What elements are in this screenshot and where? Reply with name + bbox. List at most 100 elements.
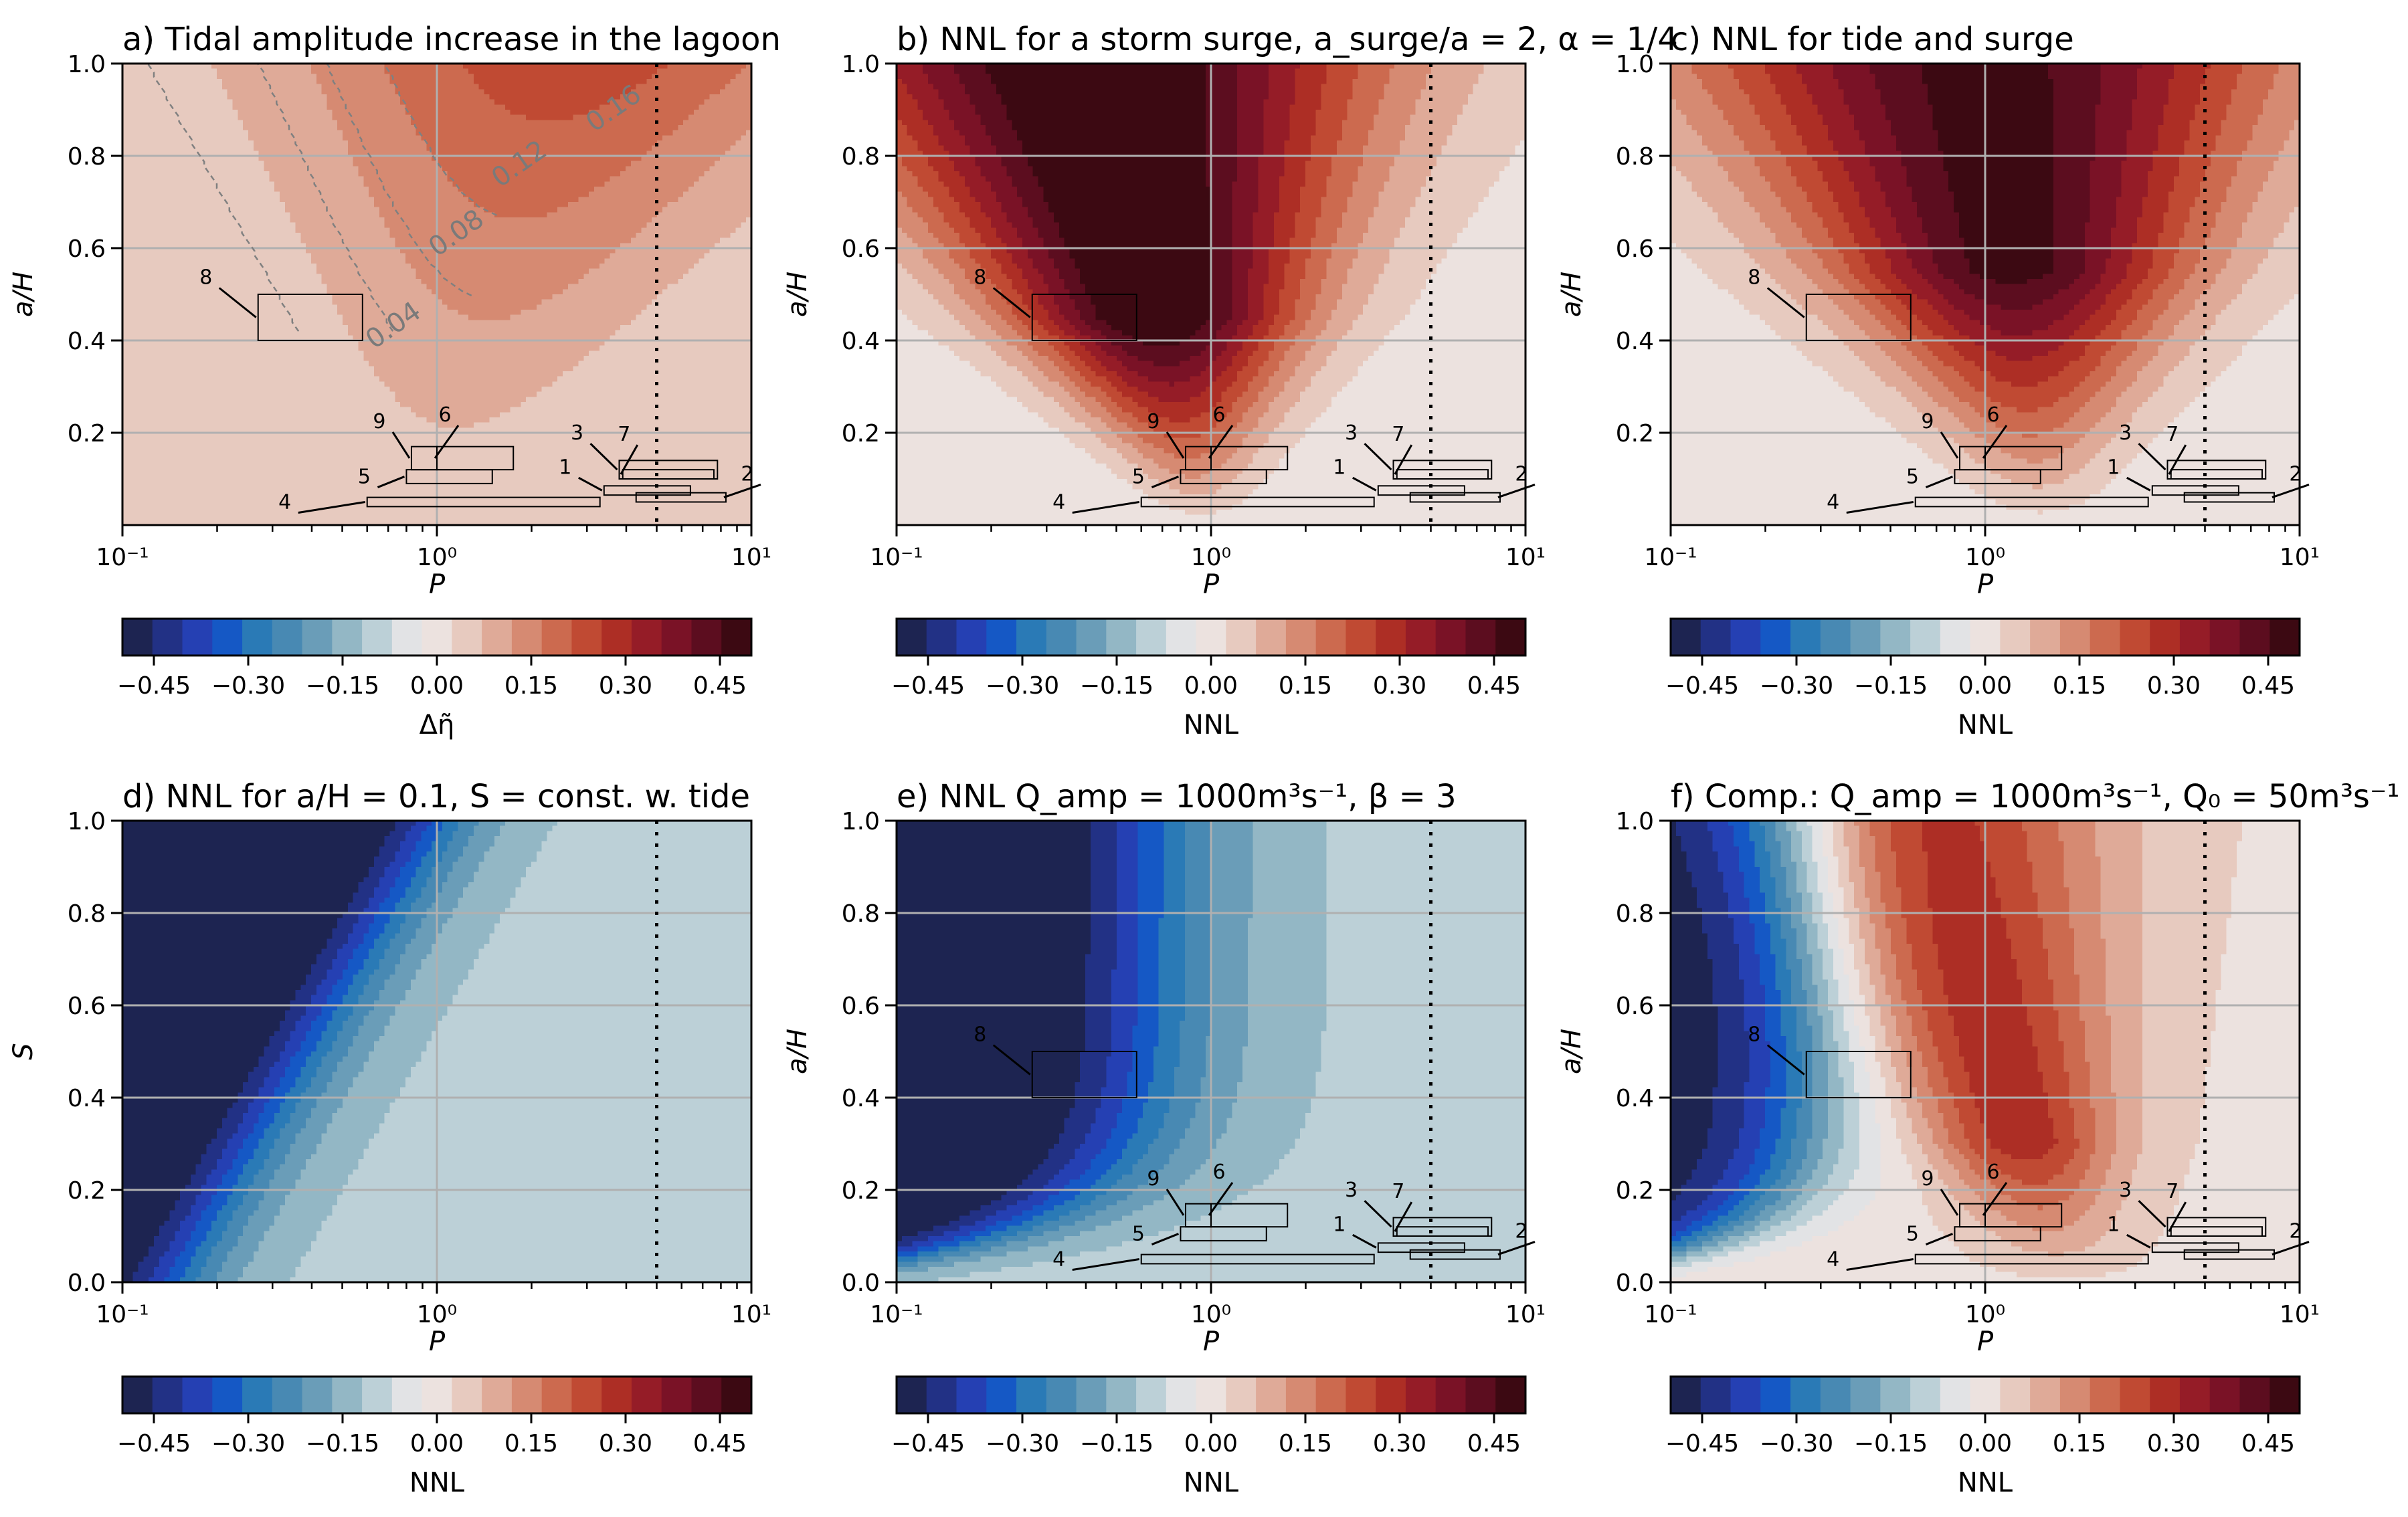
contour-cell: [185, 187, 191, 192]
contour-cell: [138, 135, 144, 140]
contour-cell: [196, 350, 201, 356]
contour-cell: [149, 146, 154, 151]
contour-cell: [175, 274, 180, 279]
contour-cell: [159, 448, 165, 453]
contour-cell: [201, 438, 207, 443]
contour-cell: [211, 264, 217, 269]
contour-cell: [206, 202, 211, 207]
contour-cell: [201, 494, 207, 500]
contour-cell: [143, 346, 149, 351]
contour-cell: [159, 274, 165, 279]
contour-cell: [185, 223, 191, 228]
contour-cell: [185, 89, 191, 94]
contour-cell: [128, 89, 133, 94]
contour-cell: [138, 140, 144, 146]
contour-cell: [133, 300, 138, 305]
contour-cell: [138, 484, 144, 490]
contour-cell: [201, 84, 207, 90]
contour-cell: [185, 387, 191, 392]
contour-cell: [196, 392, 201, 397]
contour-cell: [196, 258, 201, 264]
contour-cell: [165, 79, 170, 84]
contour-cell: [185, 304, 191, 310]
contour-cell: [165, 104, 170, 110]
contour-cell: [138, 397, 144, 402]
contour-cell: [133, 448, 138, 453]
contour-cell: [133, 79, 138, 84]
contour-cell: [206, 479, 211, 484]
contour-cell: [154, 120, 159, 125]
contour-cell: [175, 387, 180, 392]
contour-cell: [154, 438, 159, 443]
contour-cell: [170, 115, 175, 120]
contour-cell: [201, 371, 207, 377]
contour-cell: [196, 500, 201, 505]
contour-cell: [180, 171, 185, 177]
contour-cell: [191, 315, 196, 320]
contour-cell: [206, 494, 211, 500]
contour-cell: [128, 484, 133, 490]
contour-cell: [185, 469, 191, 474]
contour-cell: [138, 504, 144, 510]
contour-cell: [143, 320, 149, 325]
contour-cell: [206, 84, 211, 90]
contour-cell: [165, 279, 170, 284]
contour-cell: [175, 166, 180, 171]
contour-cell: [159, 371, 165, 377]
contour-cell: [201, 366, 207, 371]
contour-cell: [201, 94, 207, 100]
contour-cell: [196, 120, 201, 125]
contour-cell: [211, 387, 217, 392]
contour-cell: [138, 500, 144, 505]
contour-cell: [133, 74, 138, 79]
contour-cell: [170, 350, 175, 356]
contour-cell: [154, 217, 159, 223]
contour-cell: [154, 489, 159, 494]
contour-cell: [201, 325, 207, 330]
contour-cell: [149, 504, 154, 510]
contour-cell: [191, 304, 196, 310]
contour-cell: [175, 69, 180, 74]
contour-cell: [149, 407, 154, 413]
contour-cell: [165, 171, 170, 177]
contour-cell: [149, 274, 154, 279]
contour-cell: [206, 238, 211, 243]
contour-cell: [175, 325, 180, 330]
contour-cell: [206, 125, 211, 130]
contour-cell: [128, 315, 133, 320]
contour-cell: [175, 443, 180, 448]
contour-cell: [154, 289, 159, 294]
contour-cell: [170, 89, 175, 94]
contour-cell: [143, 484, 149, 490]
contour-cell: [206, 356, 211, 361]
contour-cell: [170, 166, 175, 171]
contour-cell: [138, 320, 144, 325]
contour-cell: [154, 448, 159, 453]
contour-cell: [149, 448, 154, 453]
contour-cell: [159, 453, 165, 459]
contour-cell: [196, 330, 201, 336]
contour-cell: [185, 171, 191, 177]
contour-cell: [154, 484, 159, 490]
contour-cell: [185, 453, 191, 459]
contour-cell: [133, 479, 138, 484]
contour-cell: [211, 315, 217, 320]
contour-cell: [191, 284, 196, 290]
contour-cell: [143, 84, 149, 90]
contour-cell: [128, 407, 133, 413]
contour-cell: [170, 192, 175, 197]
contour-cell: [175, 423, 180, 428]
contour-cell: [180, 469, 185, 474]
contour-cell: [165, 274, 170, 279]
contour-cell: [196, 140, 201, 146]
contour-cell: [175, 171, 180, 177]
contour-cell: [191, 74, 196, 79]
contour-cell: [196, 289, 201, 294]
contour-cell: [128, 489, 133, 494]
contour-cell: [143, 223, 149, 228]
contour-cell: [159, 135, 165, 140]
contour-cell: [143, 469, 149, 474]
contour-cell: [128, 192, 133, 197]
contour-cell: [128, 504, 133, 510]
contour-cell: [175, 500, 180, 505]
